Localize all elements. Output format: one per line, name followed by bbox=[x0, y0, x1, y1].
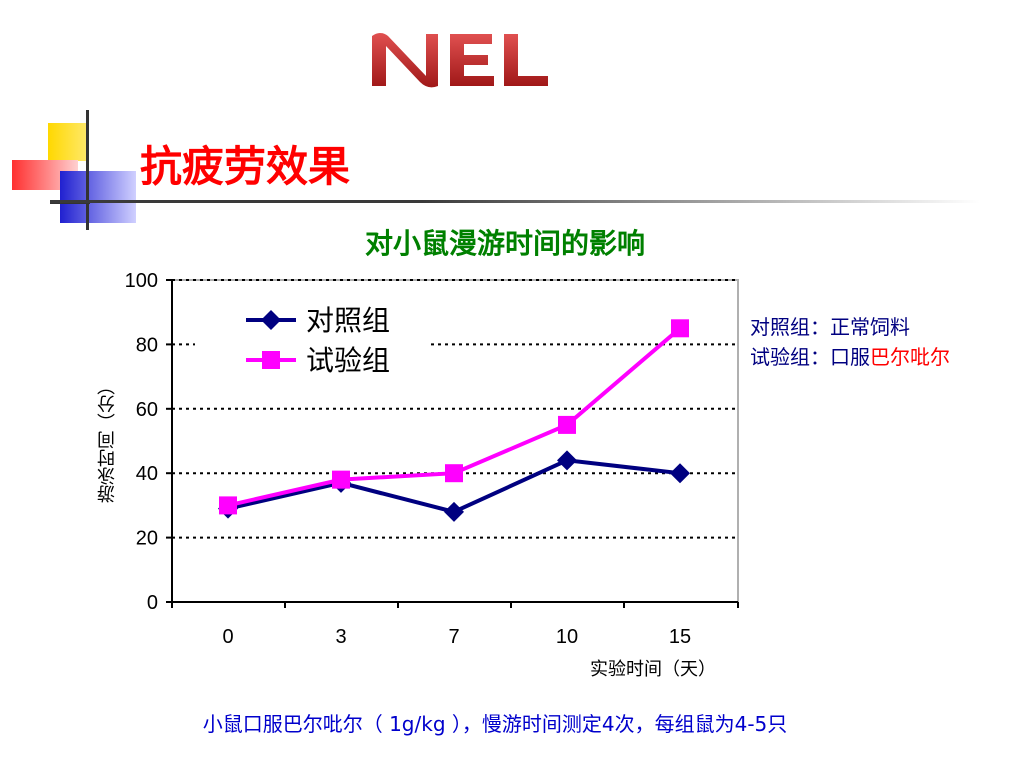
y-tick-label: 100 bbox=[125, 270, 158, 292]
title-underline bbox=[50, 200, 980, 203]
y-tick-label: 40 bbox=[136, 463, 158, 485]
y-axis-label: 游泳时间（分） bbox=[97, 377, 118, 503]
note-test-drug: 巴尔吡尔 bbox=[870, 345, 950, 369]
note-test-label: 试验组： bbox=[750, 345, 830, 369]
legend-item: 对照组 bbox=[246, 304, 390, 337]
group-notes: 对照组：正常饲料 试验组：口服巴尔吡尔 bbox=[750, 312, 1020, 372]
data-point bbox=[445, 464, 463, 483]
data-point bbox=[219, 496, 237, 515]
legend-label: 试验组 bbox=[306, 344, 390, 377]
note-control-value: 正常饲料 bbox=[830, 315, 910, 339]
y-tick-label: 80 bbox=[136, 334, 158, 356]
x-tick-label: 15 bbox=[669, 626, 691, 648]
x-tick-label: 7 bbox=[448, 626, 459, 648]
legend-label: 对照组 bbox=[306, 304, 390, 337]
x-tick-label: 3 bbox=[335, 626, 346, 648]
note-control: 对照组：正常饲料 bbox=[750, 312, 1020, 342]
note-test-value: 口服 bbox=[830, 345, 870, 369]
nel-logo bbox=[372, 33, 548, 88]
x-tick-label: 0 bbox=[222, 626, 233, 648]
y-tick-label: 60 bbox=[136, 399, 158, 421]
note-test: 试验组：口服巴尔吡尔 bbox=[750, 342, 1020, 372]
x-tick-label: 10 bbox=[556, 626, 578, 648]
slide-title: 抗疲劳效果 bbox=[140, 142, 351, 191]
data-point bbox=[671, 319, 689, 338]
footnote: 小鼠口服巴尔吡尔（ 1g/kg ），慢游时间测定4次，每组鼠为4-5只 bbox=[202, 712, 788, 736]
chart-title: 对小鼠漫游时间的影响 bbox=[364, 227, 645, 260]
data-point bbox=[558, 415, 576, 434]
x-axis-label: 实验时间（天） bbox=[590, 659, 716, 680]
y-tick-label: 0 bbox=[147, 592, 158, 614]
data-point bbox=[557, 450, 577, 471]
legend-item: 试验组 bbox=[246, 344, 390, 377]
series-test bbox=[219, 319, 689, 515]
square-marker-icon bbox=[262, 351, 280, 369]
data-point bbox=[444, 501, 464, 522]
data-point bbox=[332, 470, 350, 489]
legend-box bbox=[195, 300, 430, 384]
title-ornament bbox=[12, 110, 136, 230]
note-control-label: 对照组： bbox=[750, 315, 830, 339]
diamond-marker-icon bbox=[261, 310, 281, 330]
data-point bbox=[670, 463, 690, 484]
y-tick-label: 20 bbox=[136, 528, 158, 550]
